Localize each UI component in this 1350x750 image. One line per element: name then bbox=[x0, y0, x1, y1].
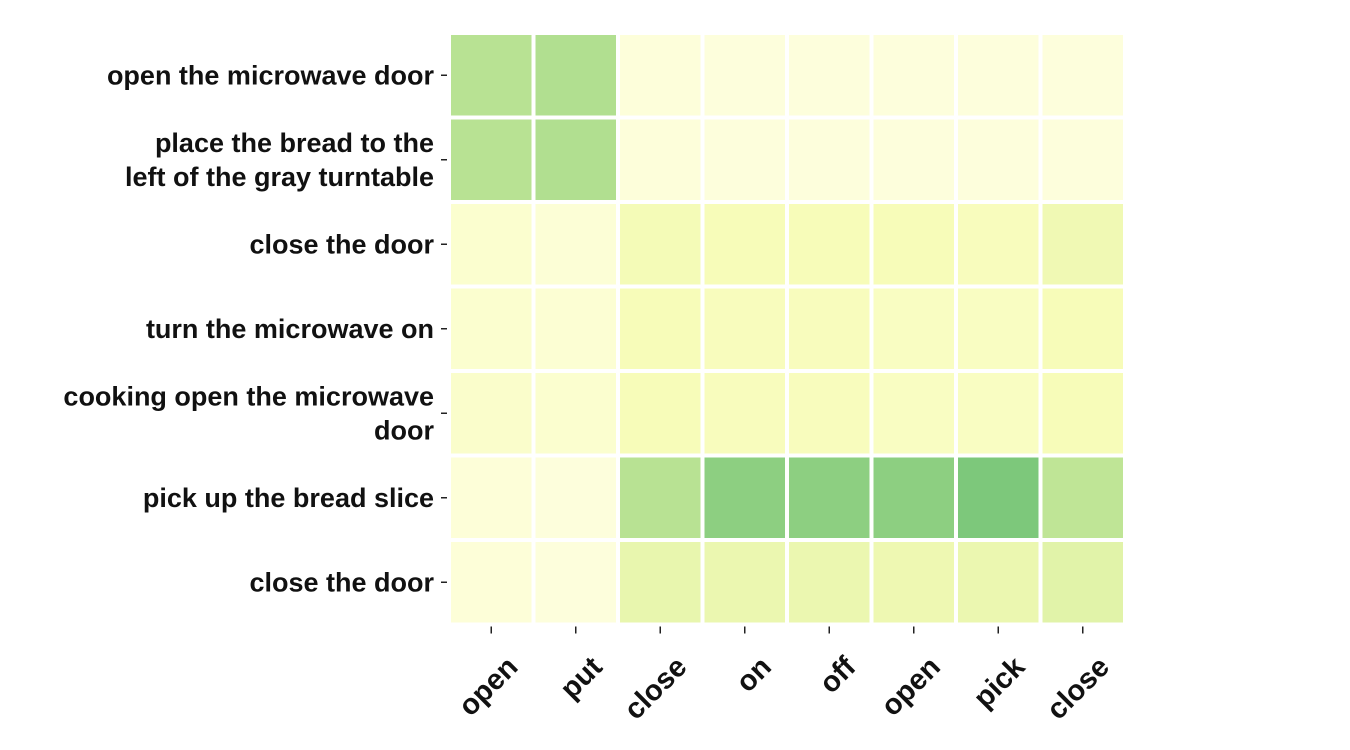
heatmap-cell-r4-c0 bbox=[451, 373, 532, 454]
heatmap-cell-r1-c5 bbox=[873, 119, 954, 200]
y-tick-label: close the door bbox=[249, 567, 434, 597]
heatmap-cell-r1-c6 bbox=[958, 119, 1039, 200]
heatmap-cell-r6-c5 bbox=[873, 542, 954, 623]
heatmap-cell-r1-c7 bbox=[1042, 119, 1123, 200]
heatmap-cell-r3-c7 bbox=[1042, 288, 1123, 369]
heatmap-cell-r4-c6 bbox=[958, 373, 1039, 454]
y-tick-label-line: cooking open the microwave bbox=[63, 381, 434, 411]
heatmap-cell-r4-c5 bbox=[873, 373, 954, 454]
heatmap-cell-r2-c0 bbox=[451, 204, 532, 285]
y-tick-label: pick up the bread slice bbox=[143, 483, 434, 513]
heatmap-cell-r3-c4 bbox=[789, 288, 870, 369]
y-tick-label-line: open the microwave door bbox=[107, 60, 435, 90]
x-tick-label: close bbox=[1041, 651, 1116, 726]
heatmap-cell-r0-c7 bbox=[1042, 35, 1123, 116]
heatmap-cell-r3-c2 bbox=[620, 288, 701, 369]
y-tick-label-line: place the bread to the bbox=[155, 128, 434, 158]
heatmap-cell-r5-c6 bbox=[958, 457, 1039, 538]
heatmap-cell-r3-c5 bbox=[873, 288, 954, 369]
heatmap-cell-r3-c6 bbox=[958, 288, 1039, 369]
heatmap-cell-r1-c1 bbox=[535, 119, 616, 200]
y-tick-label: cooking open the microwave door bbox=[63, 381, 434, 445]
heatmap-cell-r5-c0 bbox=[451, 457, 532, 538]
heatmap-cell-r4-c3 bbox=[704, 373, 785, 454]
heatmap-cell-r5-c1 bbox=[535, 457, 616, 538]
heatmap-cell-r2-c6 bbox=[958, 204, 1039, 285]
y-tick-label: place the bread to the left of the gray t… bbox=[125, 128, 434, 192]
heatmap-cell-r0-c3 bbox=[704, 35, 785, 116]
y-tick-label-line: turn the microwave on bbox=[146, 314, 434, 344]
heatmap-cell-r5-c5 bbox=[873, 457, 954, 538]
heatmap-cell-r6-c1 bbox=[535, 542, 616, 623]
y-tick-label-line: door bbox=[374, 415, 434, 445]
heatmap-cell-r0-c2 bbox=[620, 35, 701, 116]
heatmap-cell-r2-c3 bbox=[704, 204, 785, 285]
heatmap-cell-r0-c1 bbox=[535, 35, 616, 116]
heatmap-cell-r2-c7 bbox=[1042, 204, 1123, 285]
heatmap-cell-r6-c4 bbox=[789, 542, 870, 623]
heatmap-cell-r6-c2 bbox=[620, 542, 701, 623]
x-tick-label: on bbox=[730, 651, 778, 699]
y-tick-label: turn the microwave on bbox=[146, 314, 434, 344]
heatmap-cell-r4-c4 bbox=[789, 373, 870, 454]
y-tick-label-line: close the door bbox=[249, 567, 434, 597]
heatmap-cell-r0-c6 bbox=[958, 35, 1039, 116]
x-axis: open put close on off open pick close bbox=[453, 626, 1116, 726]
heatmap-cell-r0-c4 bbox=[789, 35, 870, 116]
y-tick-label: open the microwave door bbox=[107, 60, 435, 90]
heatmap-cell-r3-c1 bbox=[535, 288, 616, 369]
heatmap-cell-r4-c1 bbox=[535, 373, 616, 454]
heatmap-cell-r5-c2 bbox=[620, 457, 701, 538]
heatmap-cell-r2-c4 bbox=[789, 204, 870, 285]
y-tick-label: close the door bbox=[249, 229, 434, 259]
heatmap-cell-r4-c2 bbox=[620, 373, 701, 454]
heatmap-cell-r3-c0 bbox=[451, 288, 532, 369]
heatmap-cell-r3-c3 bbox=[704, 288, 785, 369]
x-tick-label: off bbox=[814, 651, 863, 700]
y-axis: open the microwave door place the bread t… bbox=[63, 60, 447, 597]
heatmap-cell-r1-c2 bbox=[620, 119, 701, 200]
heatmap-cell-r6-c7 bbox=[1042, 542, 1123, 623]
x-tick-label: close bbox=[618, 651, 693, 726]
heatmap-cell-r1-c3 bbox=[704, 119, 785, 200]
heatmap-cell-r2-c5 bbox=[873, 204, 954, 285]
heatmap-cell-r5-c4 bbox=[789, 457, 870, 538]
heatmap-cell-r0-c0 bbox=[451, 35, 532, 116]
heatmap-cell-r1-c4 bbox=[789, 119, 870, 200]
x-tick-label: open bbox=[453, 651, 525, 723]
heatmap-cell-r1-c0 bbox=[451, 119, 532, 200]
heatmap-cell-r6-c6 bbox=[958, 542, 1039, 623]
heatmap-cell-r5-c7 bbox=[1042, 457, 1123, 538]
heatmap-cell-r6-c0 bbox=[451, 542, 532, 623]
y-tick-label-line: close the door bbox=[249, 229, 434, 259]
heatmap-cell-r5-c3 bbox=[704, 457, 785, 538]
x-tick-label: open bbox=[875, 651, 947, 723]
heatmap-cell-r0-c5 bbox=[873, 35, 954, 116]
heatmap-cell-r6-c3 bbox=[704, 542, 785, 623]
y-tick-label-line: pick up the bread slice bbox=[143, 483, 434, 513]
heatmap-cells bbox=[451, 35, 1123, 623]
y-tick-label-line: left of the gray turntable bbox=[125, 162, 434, 192]
x-tick-label: put bbox=[554, 651, 609, 706]
heatmap-cell-r2-c2 bbox=[620, 204, 701, 285]
heatmap-cell-r2-c1 bbox=[535, 204, 616, 285]
x-tick-label: pick bbox=[968, 650, 1032, 714]
heatmap-cell-r4-c7 bbox=[1042, 373, 1123, 454]
